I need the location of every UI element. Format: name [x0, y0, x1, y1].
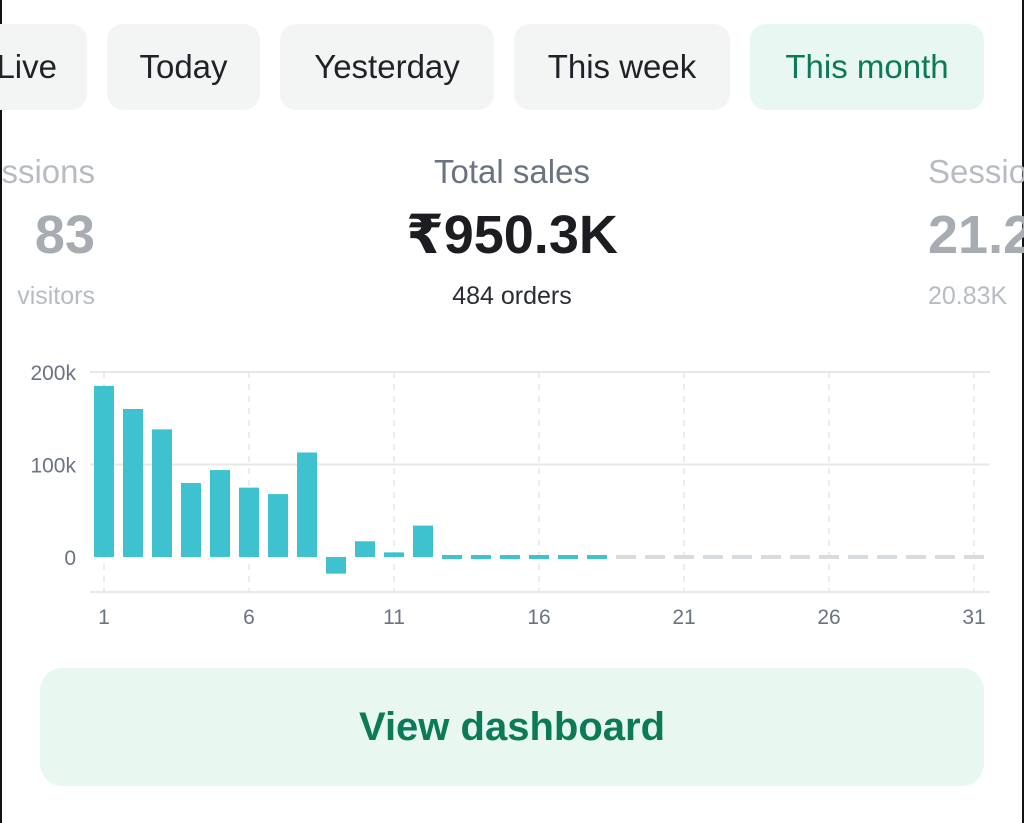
- x-tick-label: 16: [527, 606, 550, 629]
- y-tick-label: 0: [64, 547, 76, 570]
- bar: [152, 429, 172, 557]
- metric-label: ssions: [1, 153, 95, 190]
- view-dashboard-button[interactable]: View dashboard: [40, 668, 984, 786]
- bar: [500, 555, 520, 559]
- y-tick-label: 200k: [30, 362, 76, 385]
- bar: [587, 555, 607, 559]
- metric-subtext: 484 orders: [452, 282, 572, 310]
- metric-label: Sessio: [928, 153, 1024, 190]
- metric-subtext: 20.83K: [928, 282, 1008, 310]
- bar-placeholder: [790, 555, 810, 559]
- metric-label: Total sales: [434, 153, 590, 190]
- x-tick-label: 26: [817, 606, 840, 629]
- left-edge-divider: [0, 0, 2, 823]
- metric-card-sessions-prev[interactable]: ssions 83 visitors: [1, 150, 95, 314]
- bar-placeholder: [703, 555, 723, 559]
- metric-subtext: visitors: [17, 282, 95, 310]
- bar: [558, 555, 578, 559]
- metric-card-total-sales[interactable]: Total sales ₹950.3K 484 orders: [0, 150, 1024, 314]
- tab-this-month[interactable]: This month: [750, 24, 984, 110]
- bar-placeholder: [848, 555, 868, 559]
- bar-placeholder: [935, 555, 955, 559]
- date-range-tabs: Live Today Yesterday This week This mont…: [0, 24, 1024, 110]
- bar: [326, 557, 346, 574]
- metric-value: ₹950.3K: [406, 205, 618, 265]
- y-tick-label: 100k: [30, 455, 76, 478]
- bar-placeholder: [674, 555, 694, 559]
- bar-placeholder: [819, 555, 839, 559]
- x-tick-label: 11: [383, 606, 405, 629]
- bar-placeholder: [616, 555, 636, 559]
- metric-card-sessions-next[interactable]: Sessio 21.2 20.83K: [928, 150, 1024, 314]
- bar-placeholder: [877, 555, 897, 559]
- bar-placeholder: [964, 555, 984, 559]
- bar: [413, 525, 433, 557]
- metric-value: 83: [34, 205, 95, 265]
- bar-placeholder: [906, 555, 926, 559]
- bar: [471, 555, 491, 559]
- right-edge-divider: [1022, 0, 1024, 823]
- bar-placeholder: [645, 555, 665, 559]
- bar: [239, 487, 259, 557]
- bar-placeholder: [732, 555, 752, 559]
- bar: [268, 494, 288, 557]
- x-tick-label: 6: [243, 606, 255, 629]
- x-tick-label: 1: [98, 606, 110, 629]
- tab-this-week[interactable]: This week: [514, 24, 730, 110]
- bar: [442, 555, 462, 559]
- bar: [355, 541, 375, 557]
- bar: [210, 470, 230, 557]
- bar: [94, 385, 114, 557]
- tab-yesterday[interactable]: Yesterday: [280, 24, 494, 110]
- x-tick-label: 31: [962, 606, 985, 629]
- tab-live[interactable]: Live: [0, 24, 87, 110]
- metric-value: 21.2: [928, 205, 1024, 265]
- tab-today[interactable]: Today: [107, 24, 260, 110]
- bar: [123, 409, 143, 557]
- x-tick-label: 21: [672, 606, 695, 629]
- bar: [181, 483, 201, 557]
- bar: [529, 555, 549, 559]
- bar-placeholder: [761, 555, 781, 559]
- bar: [297, 452, 317, 557]
- bar: [384, 552, 404, 557]
